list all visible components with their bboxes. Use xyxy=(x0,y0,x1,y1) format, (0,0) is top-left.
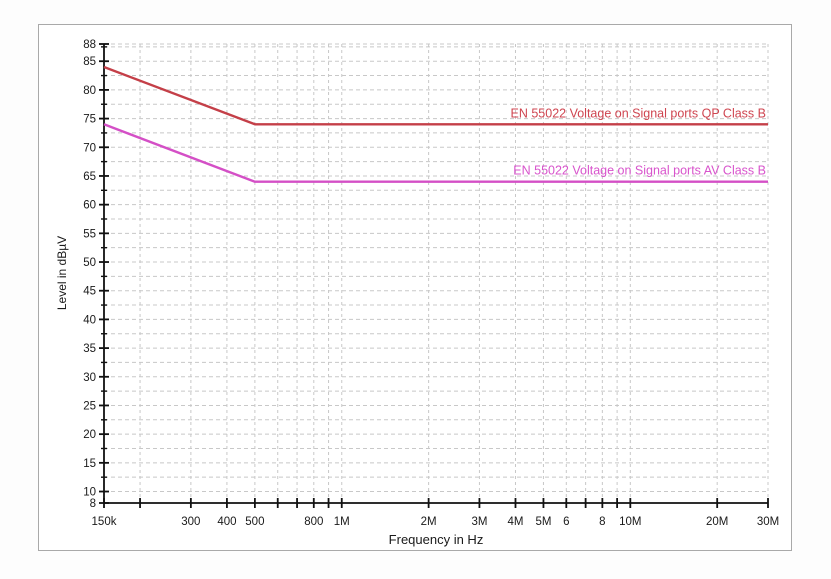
x-tick-label: 8 xyxy=(599,516,605,528)
y-tick-label: 80 xyxy=(83,85,96,97)
x-tick-label: 300 xyxy=(181,516,200,528)
y-axis-title: Level in dBµV xyxy=(55,235,69,311)
x-tick-label: 4M xyxy=(507,516,523,528)
limit-line-series-0 xyxy=(103,65,768,126)
limit-line-series-1 xyxy=(103,123,768,183)
y-tick-label: 35 xyxy=(83,343,96,355)
x-tick-label: 150k xyxy=(92,516,117,528)
y-tick-label: 50 xyxy=(83,257,96,269)
y-tick-label: 25 xyxy=(83,400,96,412)
y-tick-label: 15 xyxy=(83,458,96,470)
x-axis-title: Frequency in Hz xyxy=(388,532,484,547)
x-tick-label: 30M xyxy=(757,516,779,528)
x-tick-label: 500 xyxy=(245,516,264,528)
y-tick-label: 8 xyxy=(90,498,96,510)
y-tick-label: 88 xyxy=(83,39,96,51)
x-tick-label: 6 xyxy=(563,516,569,528)
x-tick-label: 2M xyxy=(421,516,437,528)
series-label-1: EN 55022 Voltage on Signal ports AV Clas… xyxy=(513,164,766,178)
y-tick-label: 85 xyxy=(83,56,96,68)
y-tick-label: 20 xyxy=(83,429,96,441)
x-tick-label: 10M xyxy=(619,516,641,528)
x-tick-label: 20M xyxy=(706,516,728,528)
y-tick-label: 60 xyxy=(83,200,96,212)
y-tick-label: 30 xyxy=(83,372,96,384)
y-tick-label: 40 xyxy=(83,314,96,326)
x-tick-label: 1M xyxy=(334,516,350,528)
y-tick-label: 70 xyxy=(83,142,96,154)
y-tick-label: 75 xyxy=(83,114,96,126)
x-tick-label: 3M xyxy=(471,516,487,528)
x-tick-label: 5M xyxy=(535,516,551,528)
x-tick-label: 400 xyxy=(217,516,236,528)
x-tick-label: 800 xyxy=(304,516,323,528)
y-tick-label: 45 xyxy=(83,286,96,298)
y-tick-label: 65 xyxy=(83,171,96,183)
series-label-0: EN 55022 Voltage on Signal ports QP Clas… xyxy=(511,106,766,120)
y-tick-label: 55 xyxy=(83,228,96,240)
y-tick-label: 10 xyxy=(83,487,96,499)
